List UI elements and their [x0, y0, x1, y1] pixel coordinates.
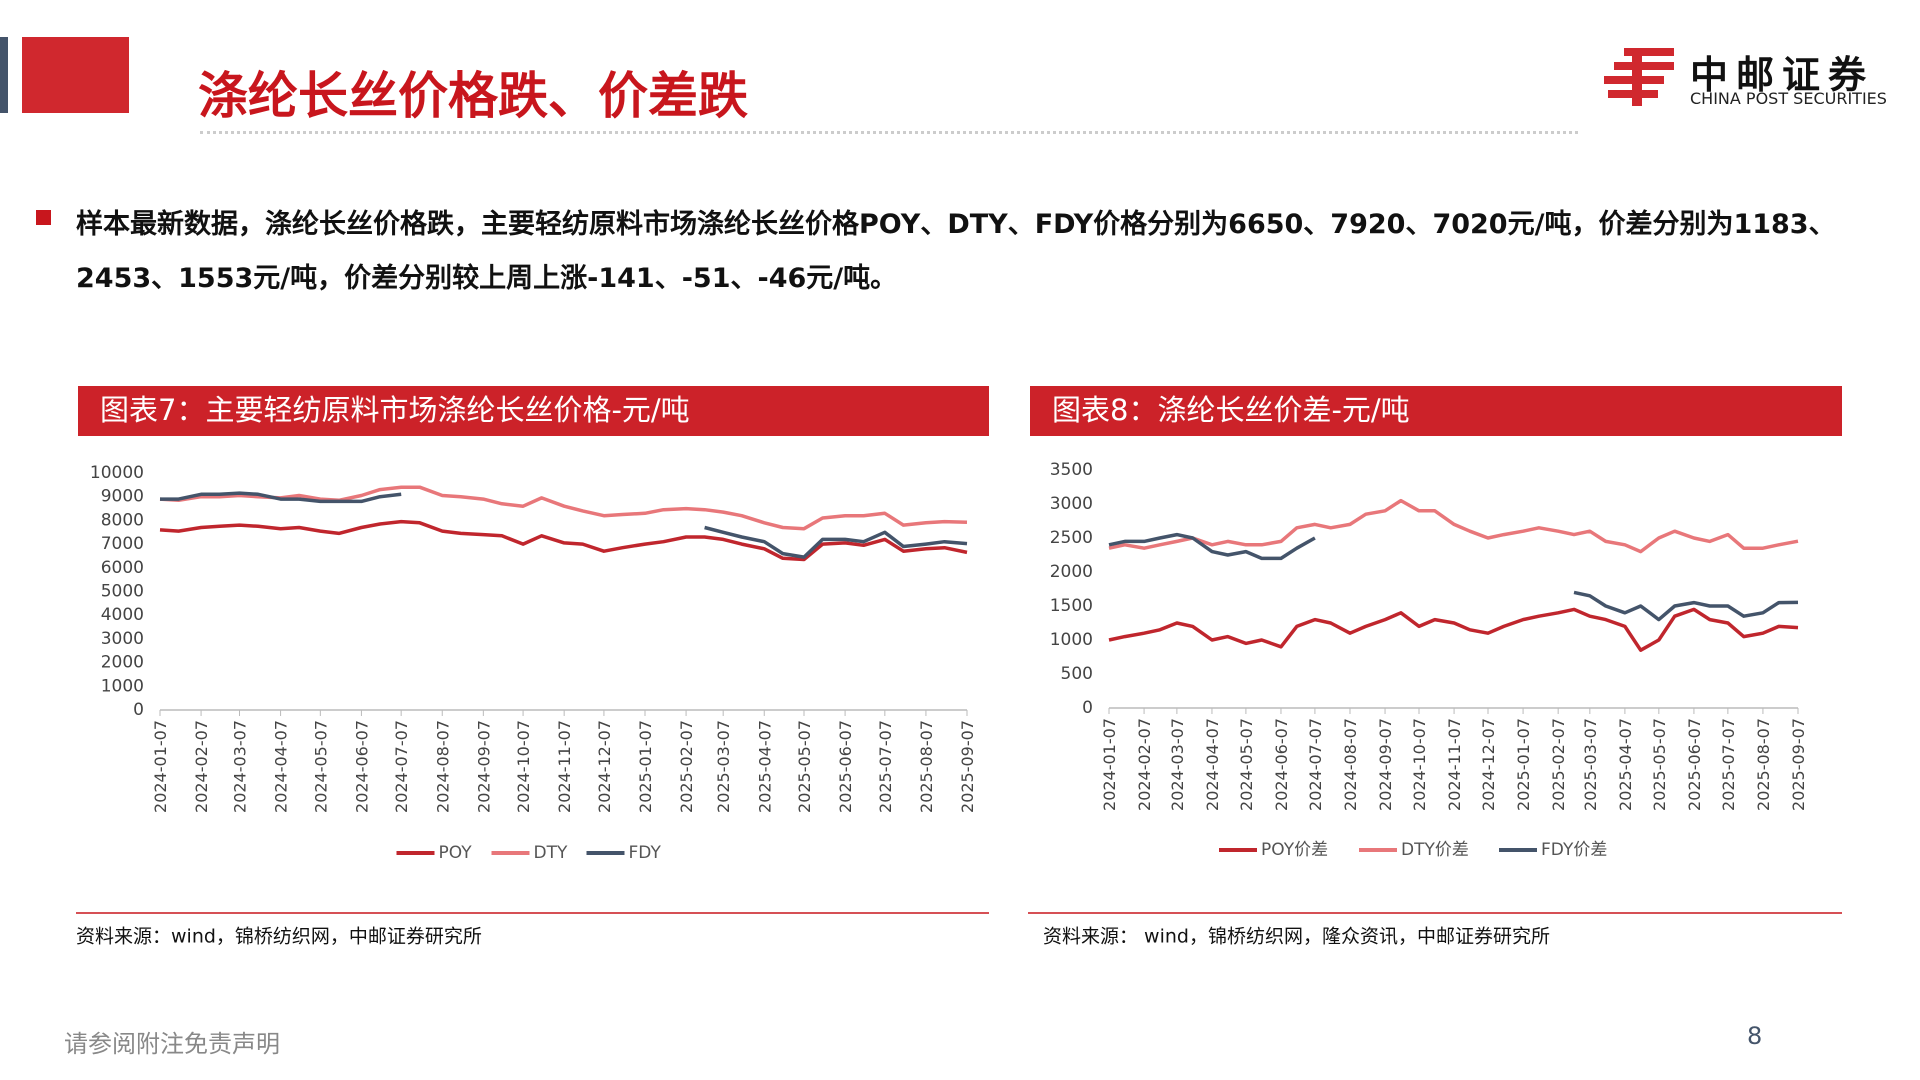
x-tick-label: 2024-05-07 — [1237, 718, 1256, 811]
x-tick-label: 2024-07-07 — [1306, 718, 1325, 811]
x-tick-label: 2025-05-07 — [795, 720, 814, 813]
chart-title-band — [78, 386, 989, 436]
chart-title: 图表8：涤纶长丝价差-元/吨 — [1052, 393, 1410, 427]
series-line — [159, 519, 968, 562]
x-tick-label: 2024-02-07 — [192, 720, 211, 813]
x-tick-label: 2025-04-07 — [1616, 718, 1635, 811]
legend-label: FDY — [629, 843, 662, 863]
legend-label: POY价差 — [1261, 840, 1328, 860]
x-tick-label: 2025-02-07 — [1549, 718, 1568, 811]
y-tick-label: 1000 — [101, 676, 144, 696]
y-tick-label: 1500 — [1050, 596, 1093, 616]
y-tick-label: 2000 — [101, 653, 144, 673]
y-tick-label: 2000 — [1050, 562, 1093, 582]
x-tick-label: 2025-07-07 — [876, 720, 895, 813]
x-tick-label: 2024-04-07 — [272, 720, 291, 813]
y-tick-label: 9000 — [101, 487, 144, 507]
x-tick-label: 2025-06-07 — [836, 720, 855, 813]
y-tick-label: 0 — [133, 700, 144, 720]
x-tick-label: 2025-05-07 — [1650, 718, 1669, 811]
x-tick-label: 2025-07-07 — [1719, 718, 1738, 811]
x-tick-label: 2024-11-07 — [555, 720, 574, 813]
logo-en: CHINA POST SECURITIES — [1690, 89, 1887, 108]
x-tick-label: 2024-08-07 — [433, 720, 452, 813]
y-tick-label: 8000 — [101, 510, 144, 530]
x-tick-label: 2024-10-07 — [1410, 718, 1429, 811]
x-tick-label: 2024-05-07 — [311, 720, 330, 813]
x-tick-label: 2025-09-07 — [1789, 718, 1808, 811]
x-tick-label: 2024-06-07 — [352, 720, 371, 813]
x-tick-label: 2025-03-07 — [714, 720, 733, 813]
logo-cn: 中邮证券 — [1690, 53, 1875, 97]
x-tick-label: 2025-08-07 — [917, 720, 936, 813]
x-tick-label: 2024-08-07 — [1341, 718, 1360, 811]
x-tick-label: 2024-11-07 — [1445, 718, 1464, 811]
chart-title-band — [1030, 386, 1842, 436]
x-tick-label: 2024-02-07 — [1135, 718, 1154, 811]
x-tick-label: 2024-06-07 — [1272, 718, 1291, 811]
source-note: 资料来源： wind，锦桥纺织网，隆众资讯，中邮证券研究所 — [1043, 926, 1550, 948]
x-tick-label: 2025-01-07 — [636, 720, 655, 813]
x-tick-label: 2024-09-07 — [474, 720, 493, 813]
x-tick-label: 2025-04-07 — [755, 720, 774, 813]
logo-mark — [1604, 48, 1674, 106]
chart-title: 图表7：主要轻纺原料市场涤纶长丝价格-元/吨 — [100, 393, 690, 427]
legend-label: FDY价差 — [1541, 840, 1607, 860]
x-tick-label: 2024-04-07 — [1203, 718, 1222, 811]
x-tick-label: 2024-09-07 — [1376, 718, 1395, 811]
legend-label: POY — [439, 843, 473, 863]
legend-label: DTY价差 — [1401, 840, 1469, 860]
series-line — [160, 491, 968, 559]
series-line — [159, 485, 968, 531]
y-tick-label: 4000 — [101, 605, 144, 625]
y-tick-label: 5000 — [101, 582, 144, 602]
y-tick-label: 6000 — [101, 558, 144, 578]
slide-title: 涤纶长丝价格跌、价差跌 — [198, 67, 748, 125]
x-tick-label: 2024-01-07 — [1100, 718, 1119, 811]
y-tick-label: 0 — [1082, 698, 1093, 718]
x-tick-label: 2025-08-07 — [1754, 718, 1773, 811]
y-tick-label: 2500 — [1050, 528, 1093, 548]
x-tick-label: 2024-12-07 — [1479, 718, 1498, 811]
x-tick-label: 2025-06-07 — [1685, 718, 1704, 811]
accent-bar — [0, 37, 8, 113]
y-tick-label: 3000 — [101, 629, 144, 649]
x-tick-label: 2025-03-07 — [1581, 718, 1600, 811]
disclaimer: 请参阅附注免责声明 — [64, 1030, 280, 1058]
legend-label: DTY — [534, 843, 568, 863]
x-tick-label: 2025-09-07 — [958, 720, 977, 813]
series-line — [1108, 532, 1799, 622]
x-tick-label: 2024-01-07 — [151, 720, 170, 813]
page-number: 8 — [1747, 1022, 1763, 1050]
x-tick-label: 2024-07-07 — [392, 720, 411, 813]
y-tick-label: 7000 — [101, 534, 144, 554]
bullet-marker — [36, 210, 51, 225]
x-tick-label: 2025-01-07 — [1514, 718, 1533, 811]
bullet-text: 样本最新数据，涤纶长丝价格跌，主要轻纺原料市场涤纶长丝价格POY、DTY、FDY… — [76, 209, 1836, 294]
series-line — [1108, 607, 1799, 652]
accent-block — [22, 37, 129, 113]
x-tick-label: 2024-12-07 — [595, 720, 614, 813]
series-line — [1108, 498, 1799, 554]
y-tick-label: 3500 — [1050, 460, 1093, 480]
y-tick-label: 3000 — [1050, 494, 1093, 514]
x-tick-label: 2024-03-07 — [1168, 718, 1187, 811]
y-tick-label: 1000 — [1050, 630, 1093, 650]
x-tick-label: 2025-02-07 — [677, 720, 696, 813]
y-tick-label: 500 — [1061, 664, 1093, 684]
x-tick-label: 2024-03-07 — [231, 720, 250, 813]
source-note: 资料来源：wind，锦桥纺织网，中邮证券研究所 — [76, 926, 482, 948]
x-tick-label: 2024-10-07 — [514, 720, 533, 813]
title-divider — [200, 131, 1578, 134]
y-tick-label: 10000 — [90, 463, 144, 483]
